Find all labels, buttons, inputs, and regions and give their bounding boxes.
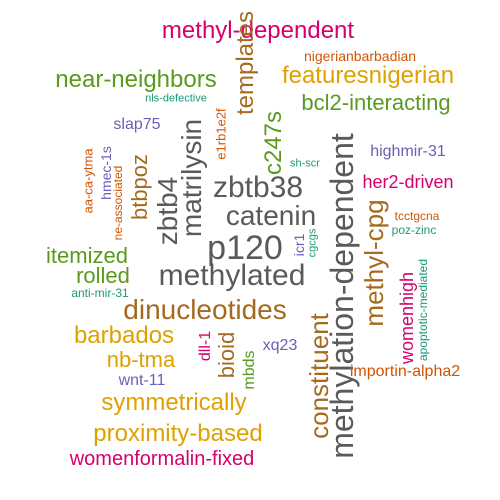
word-near-neighbors: near-neighbors bbox=[55, 68, 216, 92]
word-zbtb38: zbtb38 bbox=[213, 173, 303, 203]
word-highmir-31: highmir-31 bbox=[370, 144, 446, 160]
word-featuresnigerian: featuresnigerian bbox=[282, 64, 454, 88]
word-e1rb1e2f: e1rb1e2f bbox=[215, 108, 228, 159]
word-anti-mir-31: anti-mir-31 bbox=[71, 287, 128, 299]
word-womenformalin-fixed: womenformalin-fixed bbox=[70, 449, 255, 469]
word-templates: templates bbox=[234, 11, 258, 115]
word-dll-1: dll-1 bbox=[198, 331, 214, 361]
word-nigerianbarbadian: nigerianbarbadian bbox=[304, 49, 416, 63]
word-apoptotic-mediated: apoptotic-mediated bbox=[417, 259, 429, 361]
word-catenin: catenin bbox=[226, 202, 316, 230]
word-zbtb4: zbtb4 bbox=[154, 177, 182, 246]
word-aa-ca-ytma: aa-ca-ytma bbox=[82, 148, 95, 213]
word-nb-tma: nb-tma bbox=[107, 349, 175, 371]
word-slap75: slap75 bbox=[113, 117, 160, 133]
word-constituent: constituent bbox=[306, 313, 332, 439]
word-barbados: barbados bbox=[74, 324, 174, 348]
word-sh-scr: sh-scr bbox=[290, 159, 320, 170]
word-her2-driven: her2-driven bbox=[362, 173, 453, 191]
word-methylated: methylated bbox=[159, 261, 306, 291]
word-btbpoz: btbpoz bbox=[129, 154, 151, 220]
word-wnt-11: wnt-11 bbox=[119, 373, 166, 389]
word-dinucleotides: dinucleotides bbox=[123, 296, 286, 324]
word-tcctgcna: tcctgcna bbox=[395, 210, 440, 222]
word-icr1: icr1 bbox=[292, 234, 306, 257]
word-importin-alpha2: importin-alpha2 bbox=[350, 364, 460, 380]
word-methyl-cpg: methyl-cpg bbox=[361, 199, 387, 326]
word-bioid: bioid bbox=[216, 332, 238, 378]
word-rolled: rolled bbox=[76, 265, 130, 287]
word-mbds: mbds bbox=[242, 350, 258, 389]
word-bcl2-interacting: bcl2-interacting bbox=[301, 92, 450, 114]
word-ne-associated: ne-associated bbox=[112, 166, 124, 241]
word-nls-defective: nls-defective bbox=[145, 94, 207, 105]
word-cgcgs: cgcgs bbox=[308, 229, 319, 258]
word-womenhigh: womenhigh bbox=[398, 272, 416, 364]
word-poz-zinc: poz-zinc bbox=[392, 224, 437, 236]
word-c247s: c247s bbox=[262, 111, 286, 175]
word-symmetrically: symmetrically bbox=[101, 391, 246, 415]
word-proximity-based: proximity-based bbox=[93, 422, 262, 446]
word-xq23: xq23 bbox=[263, 338, 298, 354]
